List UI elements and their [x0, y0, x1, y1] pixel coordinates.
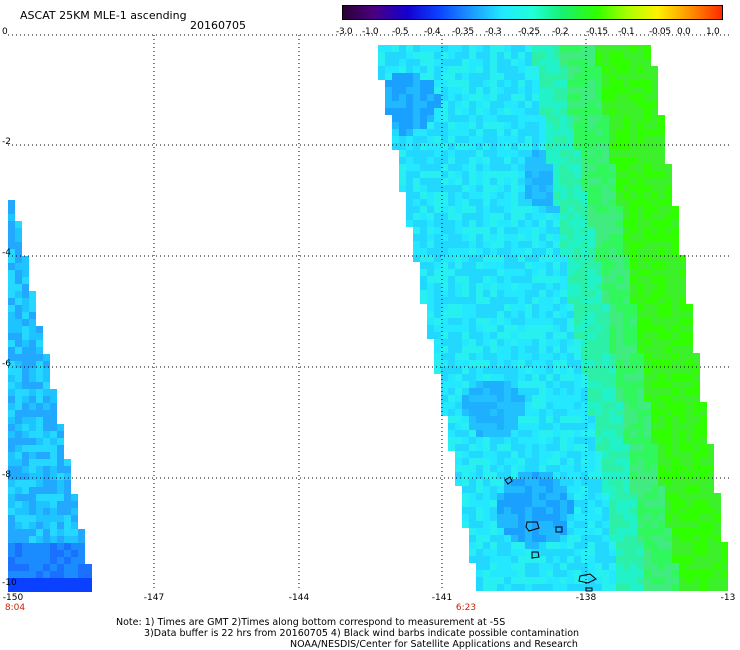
color-scale-tick: -3.0	[336, 27, 353, 37]
time-label-right: 6:23	[455, 603, 477, 613]
lat-label-8: -8	[2, 470, 11, 480]
color-scale-tick: -0.3	[485, 27, 502, 37]
chart-title: ASCAT 25KM MLE-1 ascending	[20, 9, 187, 22]
color-scale-tick: -0.05	[649, 27, 671, 37]
color-scale-bar	[342, 5, 723, 20]
color-scale-tick: -0.15	[586, 27, 608, 37]
footer-note-2: 3)Data buffer is 22 hrs from 20160705 4)…	[144, 628, 580, 639]
lat-label-10: -10	[2, 578, 17, 588]
color-scale-tick: -1.0	[362, 27, 379, 37]
island-outlines	[504, 476, 597, 592]
color-scale-tick: -0.2	[552, 27, 569, 37]
lat-label-6: -6	[2, 359, 11, 369]
color-scale-tick: 1.0	[706, 27, 720, 37]
lon-label-141: -141	[431, 593, 453, 603]
time-label-left: 8:04	[4, 603, 26, 613]
lon-label-138: -138	[575, 593, 597, 603]
footer-note-1: Note: 1) Times are GMT 2)Times along bot…	[116, 617, 506, 628]
color-scale-tick: 0.0	[677, 27, 691, 37]
chart-date: 20160705	[190, 19, 246, 32]
lat-label-0: 0	[2, 27, 8, 37]
color-scale-tick: -0.4	[424, 27, 441, 37]
color-scale-tick: -0.25	[518, 27, 540, 37]
lat-label-2: -2	[2, 137, 11, 147]
color-scale-tick: -0.1	[618, 27, 635, 37]
lon-label-150: -150	[2, 593, 24, 603]
lon-label-144: -144	[288, 593, 310, 603]
lon-label-147: -147	[143, 593, 165, 603]
footer-credit: NOAA/NESDIS/Center for Satellite Applica…	[290, 639, 578, 650]
lat-lon-grid	[8, 34, 732, 589]
color-scale-tick: -0.35	[452, 27, 474, 37]
swath-data-layer	[8, 45, 728, 592]
color-scale-tick: -0.5	[392, 27, 409, 37]
lon-label-135: -13	[720, 593, 736, 603]
lat-label-4: -4	[2, 248, 11, 258]
